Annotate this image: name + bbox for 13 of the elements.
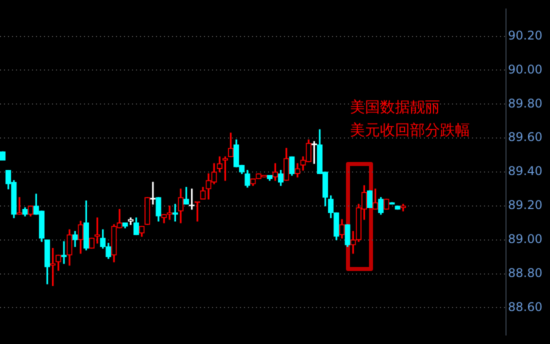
candlestick bbox=[16, 197, 22, 215]
y-tick-label: 89.00 bbox=[508, 232, 542, 246]
annotation: 美元收回部分跌幅 bbox=[350, 120, 470, 139]
y-tick-label: 90.00 bbox=[508, 62, 542, 76]
candlestick bbox=[61, 241, 67, 264]
y-tick-label: 90.20 bbox=[508, 28, 542, 42]
y-tick-label: 89.20 bbox=[508, 198, 542, 212]
y-tick-label: 88.60 bbox=[508, 300, 542, 314]
y-tick-label: 88.80 bbox=[508, 266, 542, 280]
y-tick-label: 89.80 bbox=[508, 96, 542, 110]
y-tick-label: 89.60 bbox=[508, 130, 542, 144]
annotation: 美国数据靓丽 bbox=[350, 98, 440, 116]
y-tick-label: 89.40 bbox=[508, 164, 542, 178]
